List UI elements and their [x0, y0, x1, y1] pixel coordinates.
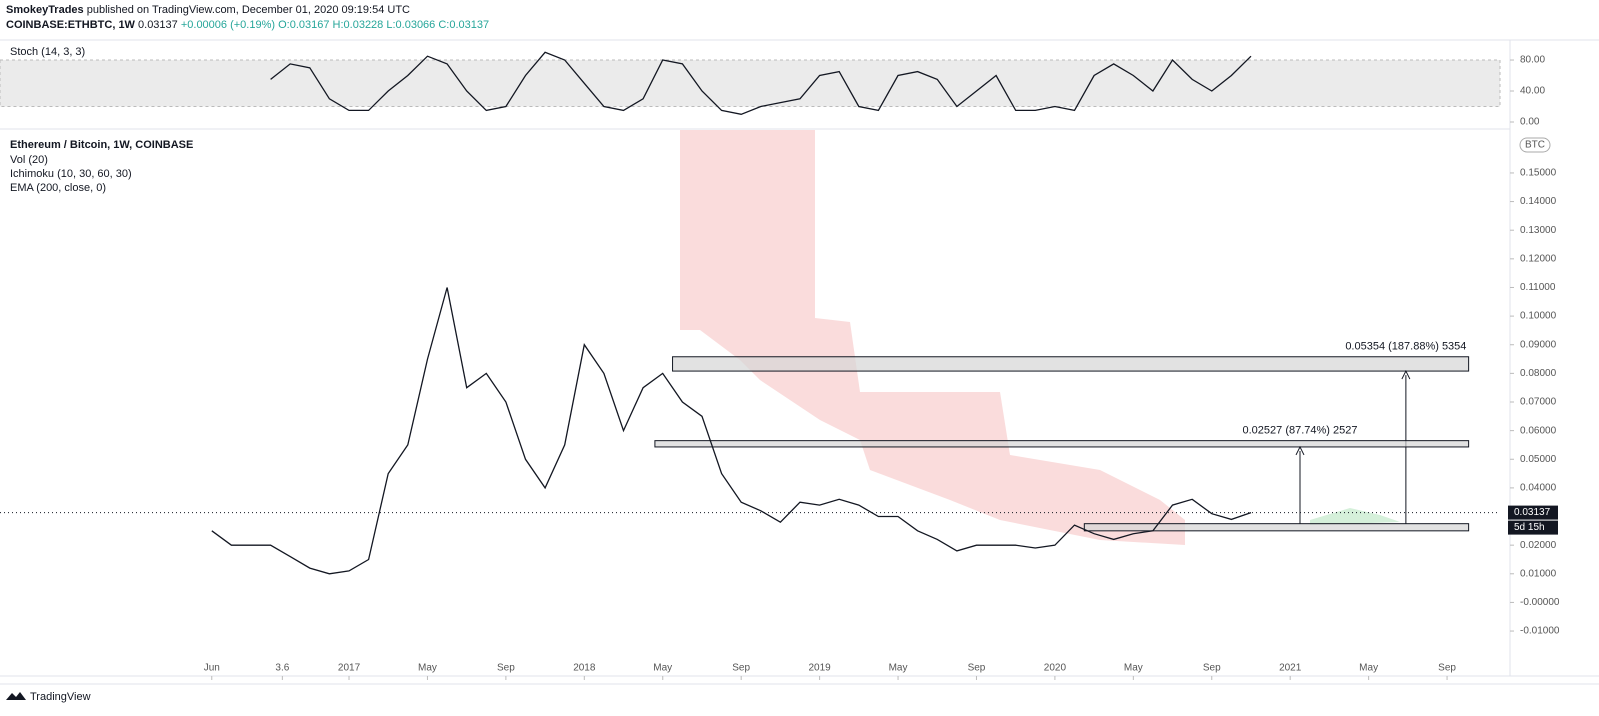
- y-tick-label: 0.06000: [1520, 425, 1557, 436]
- y-tick-label: 0.12000: [1520, 253, 1557, 264]
- change: +0.00006 (+0.19%): [181, 19, 275, 31]
- indicator: EMA (200, close, 0): [10, 182, 106, 194]
- ichimoku-cloud: [680, 130, 1185, 545]
- symbol: COINBASE:ETHBTC, 1W: [6, 19, 136, 31]
- price-title: Ethereum / Bitcoin, 1W, COINBASE: [10, 139, 193, 151]
- price-tag: [1508, 505, 1558, 520]
- y-tick-label: 0.05000: [1520, 454, 1557, 465]
- y-tick-label: 0.11000: [1520, 282, 1556, 293]
- unit-badge: [1519, 137, 1551, 153]
- series-line: [270, 51, 1252, 115]
- countdown-label: 5d 15h: [1514, 522, 1545, 533]
- range-label: 0.02527 (87.74%) 2527: [1243, 425, 1358, 437]
- y-tick-label: -0.01000: [1520, 626, 1560, 637]
- x-tick-label: Sep: [1438, 663, 1456, 674]
- y-tick-label: 0.04000: [1520, 483, 1557, 494]
- x-tick-label: May: [1124, 663, 1143, 674]
- indicator: Vol (20): [10, 154, 48, 166]
- x-tick-label: Sep: [732, 663, 750, 674]
- price-zone: [672, 356, 1470, 372]
- arrow-head: [1401, 369, 1411, 380]
- x-tick-label: May: [653, 663, 672, 674]
- symbol-line: COINBASE:ETHBTC, 1W 0.03137 +0.00006 (+0…: [6, 19, 489, 31]
- x-tick-label: May: [1359, 663, 1378, 674]
- x-tick-label: Sep: [497, 663, 515, 674]
- price-zone: [654, 440, 1470, 448]
- last-price: 0.03137: [138, 19, 178, 31]
- x-tick-label: Jun: [204, 663, 220, 674]
- published: published on TradingView.com, December 0…: [87, 4, 410, 16]
- high: H:0.03228: [333, 19, 384, 31]
- range-label: 0.05354 (187.88%) 5354: [1345, 341, 1466, 353]
- y-tick-label: 0.09000: [1520, 339, 1557, 350]
- x-tick-label: 3.6: [275, 663, 289, 674]
- y-tick-label: 80.00: [1520, 55, 1545, 66]
- y-tick-label: 0.07000: [1520, 397, 1557, 408]
- x-tick-label: Sep: [1203, 663, 1221, 674]
- indicator: Ichimoku (10, 30, 60, 30): [10, 168, 132, 180]
- y-tick-label: 0.15000: [1520, 168, 1557, 179]
- countdown-tag: [1508, 520, 1558, 535]
- x-tick-label: 2017: [338, 663, 361, 674]
- ichimoku-cloud-green: [1310, 508, 1400, 525]
- y-tick-label: 0.00: [1520, 117, 1540, 128]
- y-tick-label: 0.10000: [1520, 311, 1557, 322]
- stoch-title: Stoch (14, 3, 3): [10, 46, 85, 58]
- low: L:0.03066: [386, 19, 435, 31]
- y-tick-label: 0.08000: [1520, 368, 1557, 379]
- author: SmokeyTrades published on TradingView.co…: [6, 4, 410, 16]
- y-tick-label: -0.00000: [1520, 597, 1560, 608]
- close: C:0.03137: [438, 19, 489, 31]
- x-tick-label: 2019: [808, 663, 831, 674]
- author-name: SmokeyTrades: [6, 4, 84, 16]
- x-tick-label: Sep: [968, 663, 986, 674]
- open: O:0.03167: [278, 19, 329, 31]
- x-tick-label: 2020: [1044, 663, 1067, 674]
- y-tick-label: 40.00: [1520, 86, 1545, 97]
- price-zone: [1083, 523, 1470, 532]
- y-tick-label: 0.14000: [1520, 196, 1557, 207]
- price-tag-label: 0.03137: [1514, 507, 1551, 518]
- logo: [6, 692, 26, 700]
- unit: BTC: [1525, 140, 1545, 151]
- y-tick-label: 0.02000: [1520, 540, 1557, 551]
- brand: TradingView: [30, 691, 91, 703]
- y-tick-label: 0.13000: [1520, 225, 1557, 236]
- y-tick-label: 0.01000: [1520, 568, 1557, 579]
- stoch-band: [0, 59, 1501, 108]
- x-tick-label: 2021: [1279, 663, 1302, 674]
- x-tick-label: 2018: [573, 663, 596, 674]
- series-line: [211, 287, 1252, 575]
- x-tick-label: May: [418, 663, 437, 674]
- arrow-head: [1295, 445, 1305, 456]
- x-tick-label: May: [889, 663, 908, 674]
